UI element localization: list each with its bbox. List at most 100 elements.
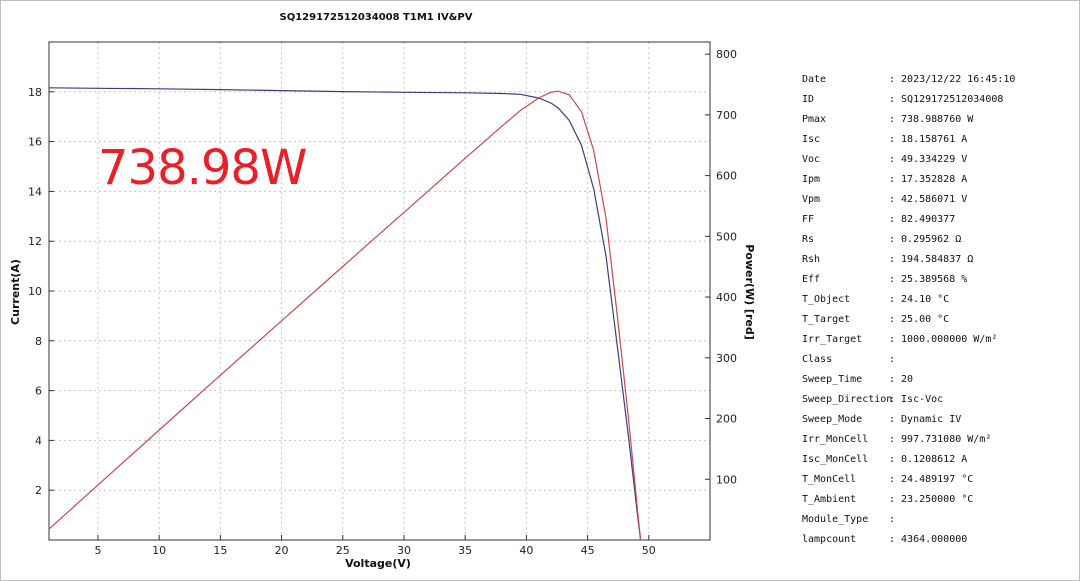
info-value: : 18.158761 A — [889, 134, 968, 145]
info-value: : 1000.000000 W/m² — [889, 334, 998, 345]
info-key: Date — [802, 74, 827, 85]
info-row: ID : SQ129172512034008 — [802, 90, 1072, 110]
info-row: Irr_Target : 1000.000000 W/m² — [802, 330, 1072, 350]
pmax-annotation: 738.98W — [98, 140, 307, 196]
info-value: : 82.490377 — [889, 214, 956, 225]
info-value: : SQ129172512034008 — [889, 94, 1004, 105]
right-y-tick-label: 700 — [716, 109, 737, 122]
info-key: Isc — [802, 134, 821, 145]
x-tick-label: 30 — [397, 544, 411, 557]
info-key: Irr_Target — [802, 334, 863, 345]
info-row: Rs : 0.295962 Ω — [802, 230, 1072, 250]
info-value: : 0.295962 Ω — [889, 234, 962, 245]
info-key: Rs — [802, 234, 815, 245]
series-layer — [48, 87, 642, 541]
info-row: Ipm : 17.352828 A — [802, 170, 1072, 190]
info-value: : 20 — [889, 374, 914, 385]
left-y-tick-label: 12 — [28, 235, 42, 248]
info-row: Isc_MonCell : 0.1208612 A — [802, 450, 1072, 470]
x-tick-label: 45 — [581, 544, 595, 557]
info-value: : — [889, 354, 896, 365]
info-key: Sweep_Direction — [802, 394, 893, 405]
info-row: T_Object : 24.10 °C — [802, 290, 1072, 310]
x-tick-label: 50 — [642, 544, 656, 557]
info-key: Sweep_Mode — [802, 414, 863, 425]
right-y-tick-label: 100 — [716, 473, 737, 486]
x-axis-title: Voltage(V) — [345, 557, 411, 570]
info-key: Module_Type — [802, 514, 869, 525]
iv-curve-line — [48, 87, 642, 541]
info-key: T_Target — [802, 314, 851, 325]
info-value: : Dynamic IV — [889, 414, 962, 425]
info-key: Sweep_Time — [802, 374, 863, 385]
info-value: : 25.389568 % — [889, 274, 968, 285]
x-tick-label: 25 — [336, 544, 350, 557]
info-value: : 17.352828 A — [889, 174, 968, 185]
info-row: T_MonCell : 24.489197 °C — [802, 470, 1072, 490]
right-y-axis-title: Power(W) [red] — [743, 244, 756, 340]
info-row: Isc : 18.158761 A — [802, 130, 1072, 150]
left-y-tick-label: 4 — [35, 434, 42, 447]
info-key: ID — [802, 94, 815, 105]
info-key: FF — [802, 214, 815, 225]
right-y-tick-label: 600 — [716, 170, 737, 183]
info-value: : 23.250000 °C — [889, 494, 974, 505]
info-key: Ipm — [802, 174, 821, 185]
x-tick-label: 35 — [458, 544, 472, 557]
info-row: Date: 2023/12/22 16:45:10 — [802, 70, 1072, 90]
info-value: : 42.586071 V — [889, 194, 968, 205]
info-key: Eff — [802, 274, 821, 285]
info-value: : 738.988760 W — [889, 114, 974, 125]
info-row: Pmax : 738.988760 W — [802, 110, 1072, 130]
left-y-tick-label: 6 — [35, 385, 42, 398]
left-y-tick-label: 14 — [28, 185, 42, 198]
info-value: : 4364.000000 — [889, 534, 968, 545]
x-tick-label: 15 — [213, 544, 227, 557]
info-row: Voc : 49.334229 V — [802, 150, 1072, 170]
info-row: FF : 82.490377 — [802, 210, 1072, 230]
left-y-tick-label: 16 — [28, 136, 42, 149]
info-key: Isc_MonCell — [802, 454, 869, 465]
x-tick-label: 20 — [275, 544, 289, 557]
info-value: : 0.1208612 A — [889, 454, 968, 465]
info-row: Eff : 25.389568 % — [802, 270, 1072, 290]
info-value: : Isc-Voc — [889, 394, 944, 405]
info-row: Sweep_Time : 20 — [802, 370, 1072, 390]
info-row: T_Target : 25.00 °C — [802, 310, 1072, 330]
info-row: Module_Type: — [802, 510, 1072, 530]
x-tick-label: 5 — [94, 544, 101, 557]
info-row: Irr_MonCell : 997.731080 W/m² — [802, 430, 1072, 450]
info-row: Sweep_Direction: Isc-Voc — [802, 390, 1072, 410]
info-value: : 24.10 °C — [889, 294, 950, 305]
right-y-tick-label: 200 — [716, 413, 737, 426]
info-value: : 997.731080 W/m² — [889, 434, 992, 445]
info-row: lampcount : 4364.000000 — [802, 530, 1072, 550]
info-key: lampcount — [802, 534, 857, 545]
info-key: Voc — [802, 154, 821, 165]
info-key: T_MonCell — [802, 474, 857, 485]
info-row: Class: — [802, 350, 1072, 370]
info-row: Vpm : 42.586071 V — [802, 190, 1072, 210]
info-value: : 24.489197 °C — [889, 474, 974, 485]
info-key: T_Object — [802, 294, 851, 305]
chart-title: SQ129172512034008 T1M1 IV&PV — [280, 12, 473, 23]
left-y-tick-label: 8 — [35, 335, 42, 348]
left-y-axis-title: Current(A) — [9, 259, 22, 325]
info-key: Vpm — [802, 194, 821, 205]
info-value: : 49.334229 V — [889, 154, 968, 165]
info-row: Rsh : 194.584837 Ω — [802, 250, 1072, 270]
right-y-tick-label: 300 — [716, 352, 737, 365]
info-row: Sweep_Mode : Dynamic IV — [802, 410, 1072, 430]
right-y-tick-label: 400 — [716, 291, 737, 304]
info-value: : 194.584837 Ω — [889, 254, 974, 265]
info-value: : 25.00 °C — [889, 314, 950, 325]
info-row: T_Ambient : 23.250000 °C — [802, 490, 1072, 510]
x-tick-label: 40 — [519, 544, 533, 557]
info-key: Rsh — [802, 254, 821, 265]
measurement-info-panel: Date: 2023/12/22 16:45:10 ID : SQ129172512… — [802, 70, 1072, 550]
info-key: Irr_MonCell — [802, 434, 869, 445]
axis-ticks: 5 10 15 20 25 30 35 40 45 50 2 4 6 8 10 12 14 16 18 100 200 3… — [28, 48, 737, 557]
info-key: Pmax — [802, 114, 827, 125]
info-key: T_Ambient — [802, 494, 857, 505]
